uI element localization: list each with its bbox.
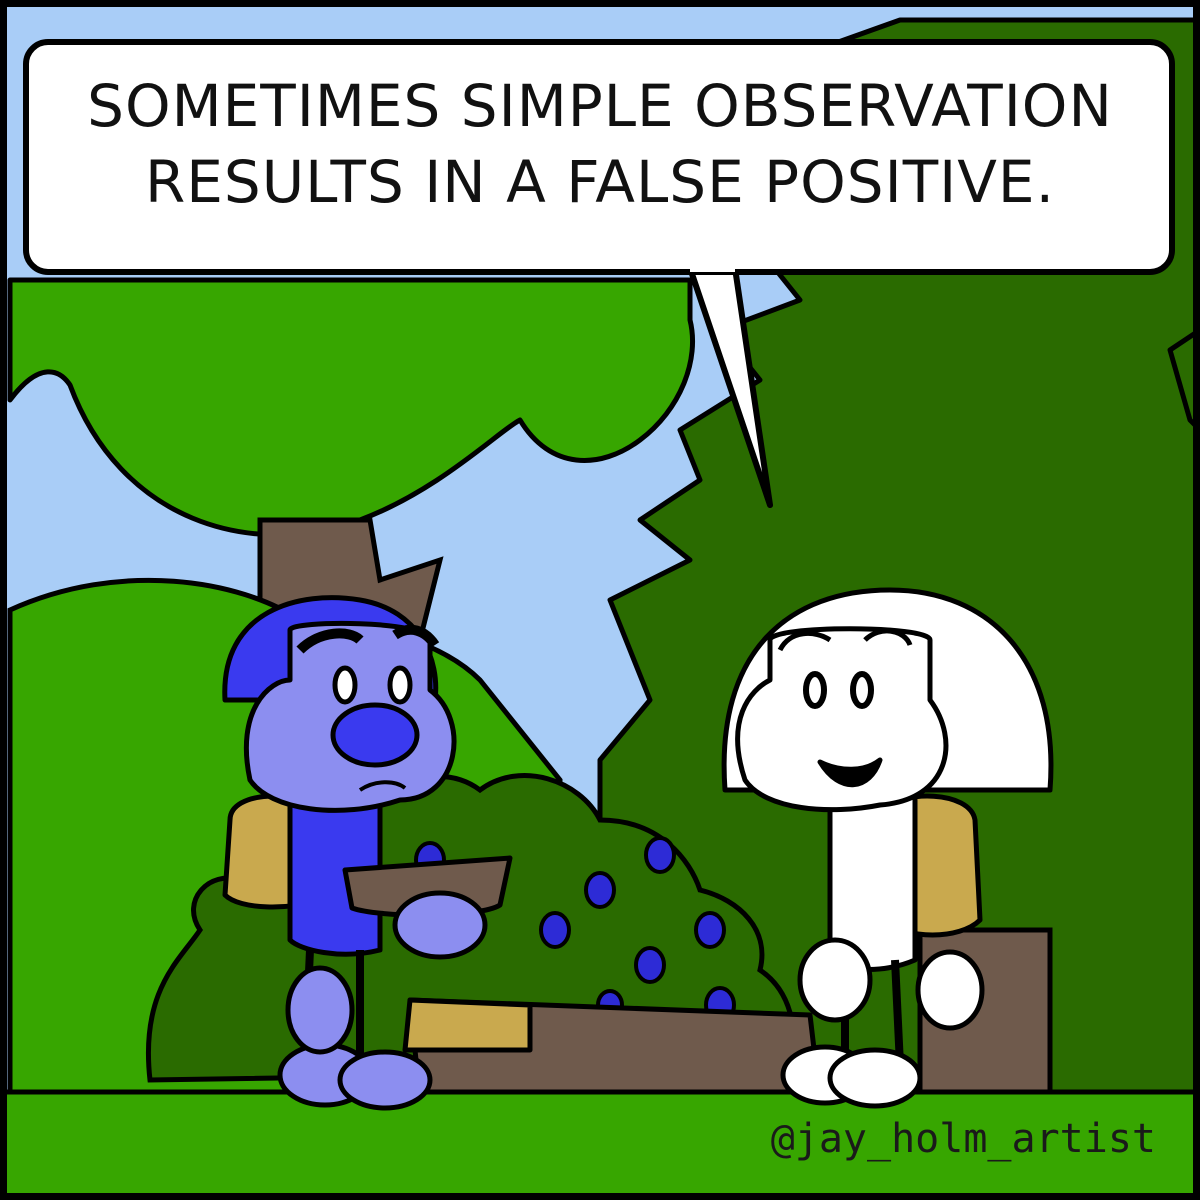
speech-bubble xyxy=(23,39,1175,508)
blue-character xyxy=(222,595,513,1111)
berry xyxy=(694,911,726,949)
leafy-tree-left xyxy=(7,277,696,538)
artist-credit: @jay_holm_artist xyxy=(770,1116,1156,1162)
berry xyxy=(634,946,666,984)
berry xyxy=(644,836,676,874)
speech-bubble-text: SOMETIMES SIMPLE OBSERVATION RESULTS IN … xyxy=(40,68,1160,220)
speech-line-2: RESULTS IN A FALSE POSITIVE. xyxy=(144,148,1056,216)
pine-tree-right xyxy=(597,17,1200,1103)
speech-line-1: SOMETIMES SIMPLE OBSERVATION xyxy=(87,72,1113,140)
fallen-log xyxy=(402,997,823,1103)
ground xyxy=(0,1089,1200,1200)
white-character xyxy=(721,587,1054,1109)
berry xyxy=(539,911,571,949)
berry xyxy=(584,871,616,909)
